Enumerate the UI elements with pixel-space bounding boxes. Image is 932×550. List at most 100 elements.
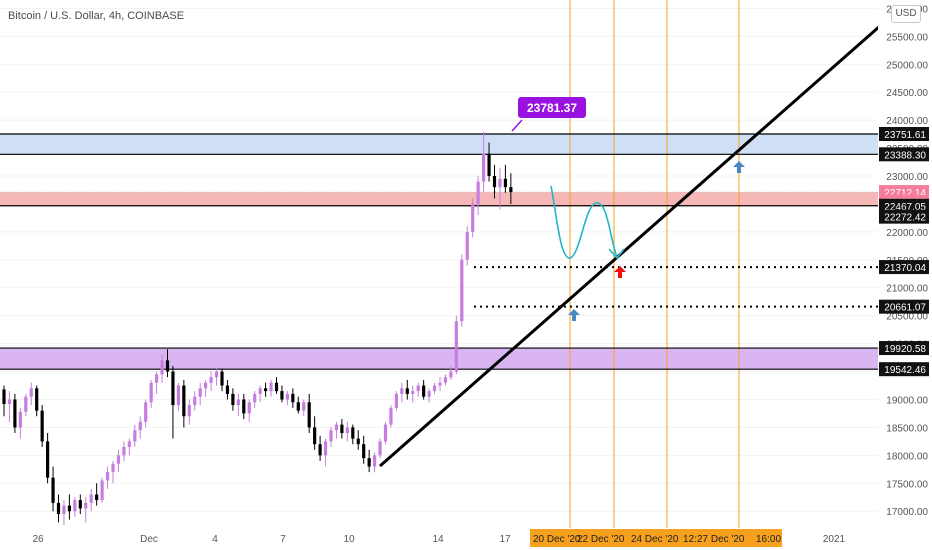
currency-button[interactable]: USD bbox=[891, 5, 921, 23]
price-axis-background bbox=[878, 0, 932, 550]
candle-body bbox=[487, 153, 491, 176]
candle-body bbox=[214, 371, 219, 378]
price-label: 20661.07 bbox=[884, 303, 926, 314]
candle-body bbox=[67, 505, 71, 512]
price-label: 19920.58 bbox=[884, 344, 926, 355]
candle-body bbox=[367, 458, 371, 467]
x-tick-label: 7 bbox=[280, 534, 286, 545]
highlighted-date-label: 16:00 bbox=[756, 534, 781, 545]
candle-body bbox=[100, 480, 104, 501]
candle-body bbox=[438, 382, 442, 386]
y-tick-label: 21000.00 bbox=[886, 284, 928, 295]
candle-body bbox=[394, 393, 398, 408]
price-label: 23751.61 bbox=[884, 130, 926, 141]
resistance-zone bbox=[0, 134, 878, 155]
candle-body bbox=[84, 502, 88, 509]
candle-body bbox=[264, 388, 268, 392]
price-label-badge bbox=[879, 147, 929, 162]
highlighted-date-label: 22 Dec '20 bbox=[577, 534, 625, 545]
candle-body bbox=[465, 231, 469, 260]
price-label-badge bbox=[879, 127, 929, 142]
candle-body bbox=[46, 441, 50, 478]
candle-body bbox=[127, 441, 131, 447]
callout-value: 23781.37 bbox=[527, 101, 577, 115]
candle-body bbox=[133, 430, 137, 442]
candle-body bbox=[471, 203, 475, 232]
candle-body bbox=[498, 178, 502, 188]
candle-body bbox=[280, 391, 284, 400]
horizontal-levels bbox=[0, 133, 878, 370]
arrow-up-icon bbox=[733, 161, 745, 173]
candle-body bbox=[187, 405, 191, 417]
candle-body bbox=[231, 393, 235, 406]
candle-body bbox=[302, 402, 306, 411]
drawings: 23781.37 bbox=[379, 24, 881, 468]
candle-body bbox=[449, 371, 453, 378]
candle-body bbox=[138, 421, 142, 431]
projection-arrowhead bbox=[608, 248, 625, 260]
x-tick-label: 2021 bbox=[823, 534, 846, 545]
candle-body bbox=[253, 393, 257, 403]
candle-body bbox=[460, 259, 464, 322]
candle-body bbox=[340, 424, 344, 434]
candle-body bbox=[29, 388, 33, 397]
y-tick-label: 22000.00 bbox=[886, 228, 928, 239]
candle-body bbox=[503, 178, 507, 188]
candle-body bbox=[204, 382, 208, 389]
vertical-date-lines bbox=[569, 0, 740, 528]
price-label-badge bbox=[879, 362, 929, 377]
price-label: 22467.05 bbox=[884, 202, 926, 213]
candle-body bbox=[389, 407, 393, 425]
y-tick-label: 17000.00 bbox=[886, 507, 928, 518]
candle-body bbox=[492, 176, 497, 188]
x-tick-label: Dec bbox=[140, 534, 158, 545]
candle-body bbox=[89, 494, 93, 503]
candle-body bbox=[247, 402, 251, 414]
candle-body bbox=[56, 502, 61, 515]
candle-body bbox=[116, 455, 121, 464]
candle-body bbox=[405, 388, 409, 394]
candle-body bbox=[482, 153, 486, 182]
x-tick-label: 4 bbox=[212, 534, 218, 545]
candle-body bbox=[242, 399, 246, 414]
candle-body bbox=[454, 321, 458, 372]
support-zone bbox=[0, 348, 878, 370]
x-tick-label: 26 bbox=[32, 534, 44, 545]
candlesticks bbox=[2, 131, 513, 526]
y-tick-label: 24000.00 bbox=[886, 116, 928, 127]
candle-body bbox=[171, 371, 175, 406]
candle-body bbox=[432, 385, 437, 392]
callout-pointer bbox=[511, 119, 523, 132]
candle-body bbox=[318, 444, 322, 456]
candle-body bbox=[400, 388, 404, 394]
y-tick-label: 18000.00 bbox=[886, 451, 928, 462]
price-label-badge bbox=[879, 341, 929, 356]
price-label: 19542.46 bbox=[884, 365, 926, 376]
candle-body bbox=[356, 438, 360, 445]
candle-body bbox=[24, 396, 28, 412]
trend-line[interactable] bbox=[379, 24, 881, 468]
chart-title: Bitcoin / U.S. Dollar, 4h, COINBASE bbox=[8, 10, 185, 22]
price-label-badge bbox=[879, 198, 929, 213]
candle-body bbox=[323, 441, 328, 456]
arrow-up-icon bbox=[614, 266, 626, 278]
candle-body bbox=[111, 463, 115, 473]
projection-path bbox=[550, 185, 618, 259]
candle-body bbox=[329, 430, 333, 442]
current-zone bbox=[0, 192, 878, 206]
candle-body bbox=[291, 393, 295, 403]
x-tick-label: 14 bbox=[432, 534, 444, 545]
candle-body bbox=[193, 396, 197, 406]
candle-body bbox=[95, 494, 99, 501]
candle-body bbox=[285, 393, 289, 400]
y-tick-label: 24500.00 bbox=[886, 88, 928, 99]
candle-body bbox=[209, 377, 213, 383]
candle-body bbox=[383, 424, 388, 442]
x-tick-label: 10 bbox=[343, 534, 355, 545]
price-axis: 17000.00 17500.00 18000.00 18500.00 19000.00… bbox=[878, 0, 932, 550]
price-zones bbox=[0, 134, 878, 370]
candle-body bbox=[73, 500, 77, 512]
candle-body bbox=[225, 385, 230, 394]
candle-body bbox=[40, 410, 44, 442]
